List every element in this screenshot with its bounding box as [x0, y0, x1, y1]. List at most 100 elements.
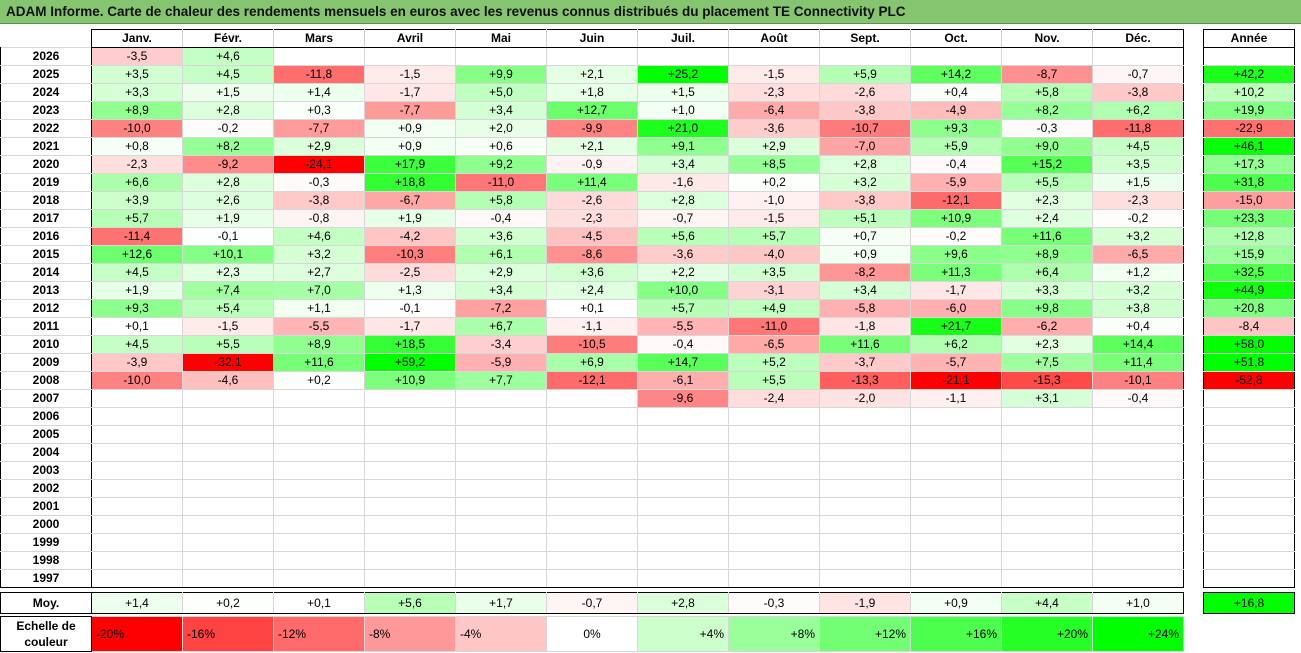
heatmap-cell — [637, 407, 729, 426]
heatmap-cell: -10,5 — [546, 335, 638, 354]
year-row: 2009 -3,9 -32,1 +11,6 +59,2 -5,9 +6,9 +14,7 +5,2… — [0, 353, 1295, 372]
heatmap-cell: +2,8 — [182, 173, 274, 192]
heatmap-cell — [364, 497, 456, 516]
heatmap-cell: -7,0 — [819, 137, 911, 156]
heatmap-cell: +12,6 — [91, 245, 183, 264]
heatmap-cell: -4,6 — [182, 371, 274, 390]
heatmap-cell: +14,4 — [1092, 335, 1184, 354]
heatmap-cell — [455, 461, 547, 480]
heatmap-cell — [182, 479, 274, 498]
column-gap — [1183, 191, 1204, 210]
heatmap-cell: +3,8 — [1092, 299, 1184, 318]
heatmap-cell: +7,4 — [182, 281, 274, 300]
heatmap-cell: +2,9 — [728, 137, 820, 156]
heatmap-cell — [728, 497, 820, 516]
heatmap-cell — [1092, 425, 1184, 444]
heatmap-cell: +3,3 — [1001, 281, 1093, 300]
heatmap-cell — [364, 443, 456, 462]
heatmap-cell — [819, 425, 911, 444]
heatmap-cell: -2,3 — [546, 209, 638, 228]
heatmap-cell: -10,1 — [1092, 371, 1184, 390]
year-row: 2008 -10,0 -4,6 +0,2 +10,9 +7,7 -12,1 -6,1 +5,5-… — [0, 371, 1295, 390]
heatmap-cell — [1001, 461, 1093, 480]
year-label: 1997 — [0, 569, 92, 588]
heatmap-cell: +4,5 — [91, 263, 183, 282]
average-label: Moy. — [0, 592, 92, 614]
heatmap-cell — [1001, 479, 1093, 498]
month-header: Juil. — [637, 29, 729, 48]
heatmap-cell — [728, 479, 820, 498]
heatmap-cell — [728, 569, 820, 588]
heatmap-cell — [546, 479, 638, 498]
heatmap-cell: +5,8 — [1001, 83, 1093, 102]
heatmap-cell: -0,4 — [455, 209, 547, 228]
color-scale-swatch: +16% — [910, 616, 1002, 652]
heatmap-cell: +9,9 — [455, 65, 547, 84]
heatmap-cell — [728, 461, 820, 480]
heatmap-cell: -1,1 — [910, 389, 1002, 408]
year-row: 2012 +9,3 +5,4 +1,1 -0,1 -7,2 +0,1 +5,7 +4,9 -5,8… — [0, 299, 1295, 318]
heatmap-cell: -9,6 — [637, 389, 729, 408]
heatmap-cell — [910, 533, 1002, 552]
year-row: 2011 +0,1 -1,5 -5,5 -1,7 +6,7 -1,1 -5,5 -11,0 -1,… — [0, 317, 1295, 336]
month-header: Déc. — [1092, 29, 1184, 48]
year-label: 2002 — [0, 479, 92, 498]
month-header: Nov. — [1001, 29, 1093, 48]
year-total-cell — [1203, 533, 1295, 552]
heatmap-cell: +3,5 — [728, 263, 820, 282]
year-row: 2014 +4,5 +2,3 +2,7 -2,5 +2,9 +3,6 +2,2 +3,5 -8,2… — [0, 263, 1295, 282]
year-label: 2008 — [0, 371, 92, 390]
heatmap-cell: +9,8 — [1001, 299, 1093, 318]
year-row: 2001 — [0, 497, 1295, 516]
heatmap-cell — [182, 443, 274, 462]
heatmap-cell: -0,9 — [546, 155, 638, 174]
year-row: 2006 — [0, 407, 1295, 426]
year-total-cell: +42,2 — [1203, 65, 1295, 84]
heatmap-cell: -3,7 — [819, 353, 911, 372]
heatmap-cell: +2,9 — [273, 137, 365, 156]
heatmap-cell: +3,4 — [455, 281, 547, 300]
average-cell: +2,8 — [637, 592, 729, 614]
heatmap-cell: +11,4 — [1092, 353, 1184, 372]
year-total-cell — [1203, 569, 1295, 588]
average-cell: +0,9 — [910, 592, 1002, 614]
heatmap-cell — [910, 407, 1002, 426]
heatmap-cell: +3,2 — [1092, 227, 1184, 246]
heatmap-cell: -0,7 — [637, 209, 729, 228]
heatmap-cell: +15,2 — [1001, 155, 1093, 174]
heatmap-cell: +3,2 — [819, 173, 911, 192]
heatmap-cell: +6,4 — [1001, 263, 1093, 282]
heatmap-cell: -6,4 — [728, 101, 820, 120]
column-gap — [1183, 47, 1204, 66]
heatmap-cell: -3,8 — [1092, 83, 1184, 102]
heatmap-cell — [819, 569, 911, 588]
heatmap-cell — [91, 551, 183, 570]
heatmap-cell: +12,7 — [546, 101, 638, 120]
month-header: Févr. — [182, 29, 274, 48]
heatmap-cell: +6,1 — [455, 245, 547, 264]
heatmap-cell: +2,4 — [1001, 209, 1093, 228]
heatmap-cell: +3,9 — [91, 191, 183, 210]
year-total-cell: -15,0 — [1203, 191, 1295, 210]
heatmap-cell: -1,7 — [910, 281, 1002, 300]
heatmap-cell: +4,5 — [91, 335, 183, 354]
year-label: 2007 — [0, 389, 92, 408]
heatmap-cell: +0,1 — [91, 317, 183, 336]
heatmap-cell — [728, 407, 820, 426]
heatmap-cell — [728, 443, 820, 462]
heatmap-cell — [455, 569, 547, 588]
heatmap-cell — [182, 461, 274, 480]
heatmap-cell — [273, 389, 365, 408]
heatmap-cell — [819, 407, 911, 426]
year-row: 2013 +1,9 +7,4 +7,0 +1,3 +3,4 +2,4 +10,0 -3,1 +3,… — [0, 281, 1295, 300]
heatmap-cell: -1,6 — [637, 173, 729, 192]
heatmap-cell: -6,5 — [728, 335, 820, 354]
heatmap-cell — [182, 551, 274, 570]
heatmap-cell — [819, 443, 911, 462]
heatmap-cell: +3,1 — [1001, 389, 1093, 408]
heatmap-cell — [819, 461, 911, 480]
year-label: 2000 — [0, 515, 92, 534]
heatmap-cell — [1092, 533, 1184, 552]
heatmap-cell: +11,4 — [546, 173, 638, 192]
heatmap-cell: +6,6 — [91, 173, 183, 192]
